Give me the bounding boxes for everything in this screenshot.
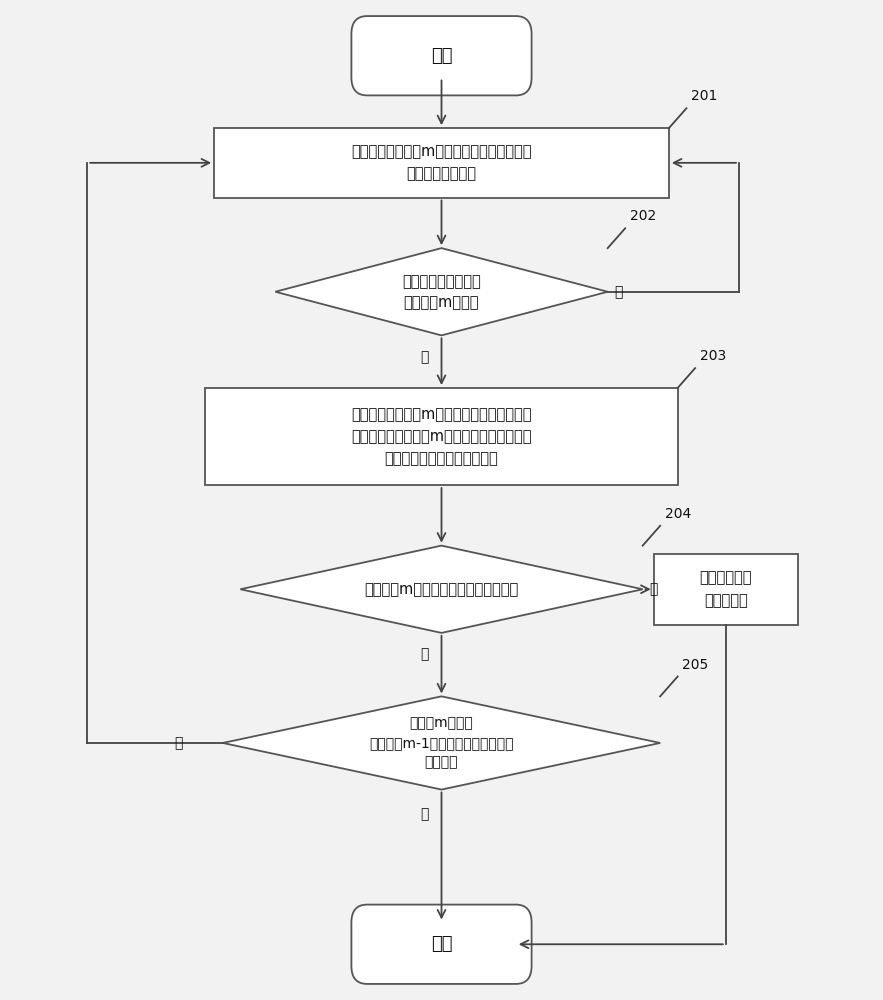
Text: 204: 204 <box>665 507 691 521</box>
Text: 判断当前数据的状态
是否为第m个状态: 判断当前数据的状态 是否为第m个状态 <box>402 274 481 310</box>
Text: 开始: 开始 <box>431 47 452 65</box>
Text: 是: 是 <box>419 350 428 364</box>
Bar <box>653 554 798 625</box>
Text: 是: 是 <box>419 807 428 821</box>
Text: 否: 否 <box>175 736 183 750</box>
Text: 将当前数据移
出所述队列: 将当前数据移 出所述队列 <box>699 571 752 608</box>
FancyBboxPatch shape <box>351 16 532 95</box>
Text: 否: 否 <box>615 285 623 299</box>
Text: 是: 是 <box>650 582 658 596</box>
Text: 将发送队列中的第m个状态指针指向的已发送
数据作为当前数据: 将发送队列中的第m个状态指针指向的已发送 数据作为当前数据 <box>351 144 532 181</box>
Polygon shape <box>223 696 660 790</box>
Text: 判断该第m个状态是否为最后一个状态: 判断该第m个状态是否为最后一个状态 <box>365 582 518 597</box>
Polygon shape <box>275 248 608 335</box>
Bar <box>206 388 677 485</box>
Bar <box>214 128 669 198</box>
Text: 否: 否 <box>419 648 428 662</box>
FancyBboxPatch shape <box>351 905 532 984</box>
Text: 202: 202 <box>630 209 656 223</box>
Text: 201: 201 <box>691 89 717 103</box>
Text: 判断第m个状态
指针与第m-1个状态指针所指的位置
是否相同: 判断第m个状态 指针与第m-1个状态指针所指的位置 是否相同 <box>369 716 514 769</box>
Text: 203: 203 <box>699 349 726 363</box>
Polygon shape <box>240 546 643 633</box>
Text: 发送当前数据的第m个状态对应需发送的交互
指令数据，将所述第m个状态的指针指向发送
队列中存放数据的下一个位置: 发送当前数据的第m个状态对应需发送的交互 指令数据，将所述第m个状态的指针指向发… <box>351 407 532 466</box>
Text: 结束: 结束 <box>431 935 452 953</box>
Text: 205: 205 <box>682 658 708 672</box>
